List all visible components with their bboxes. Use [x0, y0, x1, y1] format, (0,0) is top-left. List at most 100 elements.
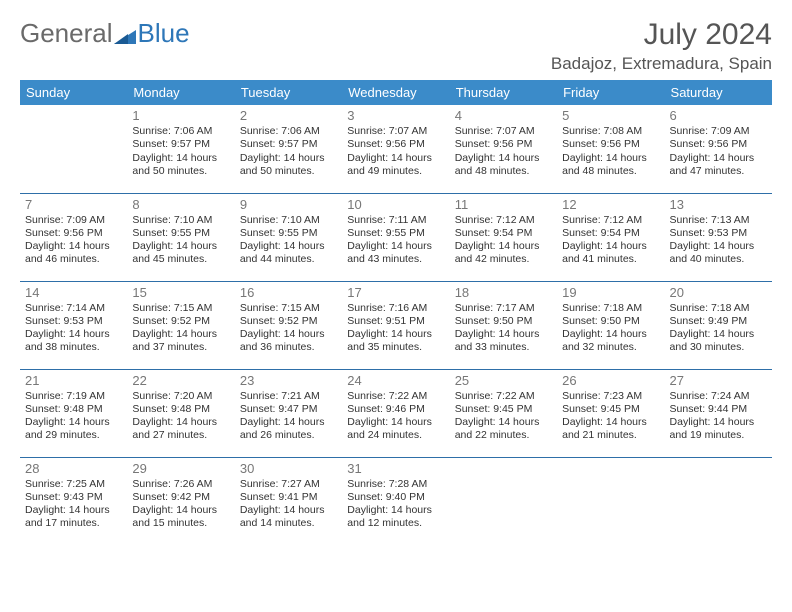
daylight-line1: Daylight: 14 hours: [25, 416, 122, 429]
day-number: 21: [25, 373, 122, 389]
daylight-line1: Daylight: 14 hours: [455, 152, 552, 165]
day-number: 12: [562, 197, 659, 213]
day-number: 26: [562, 373, 659, 389]
calendar-day-cell: 24Sunrise: 7:22 AMSunset: 9:46 PMDayligh…: [342, 369, 449, 457]
sunrise-text: Sunrise: 7:06 AM: [240, 125, 337, 138]
sunrise-text: Sunrise: 7:22 AM: [455, 390, 552, 403]
sunrise-text: Sunrise: 7:24 AM: [670, 390, 767, 403]
day-number: 30: [240, 461, 337, 477]
daylight-line2: and 40 minutes.: [670, 253, 767, 266]
calendar-week-row: 14Sunrise: 7:14 AMSunset: 9:53 PMDayligh…: [20, 281, 772, 369]
sunset-text: Sunset: 9:42 PM: [132, 491, 229, 504]
daylight-line1: Daylight: 14 hours: [240, 416, 337, 429]
daylight-line2: and 15 minutes.: [132, 517, 229, 530]
sunrise-text: Sunrise: 7:21 AM: [240, 390, 337, 403]
calendar-week-row: 1Sunrise: 7:06 AMSunset: 9:57 PMDaylight…: [20, 105, 772, 193]
daylight-line2: and 37 minutes.: [132, 341, 229, 354]
sunset-text: Sunset: 9:53 PM: [670, 227, 767, 240]
sunrise-text: Sunrise: 7:06 AM: [132, 125, 229, 138]
daylight-line2: and 42 minutes.: [455, 253, 552, 266]
sunset-text: Sunset: 9:48 PM: [132, 403, 229, 416]
daylight-line2: and 26 minutes.: [240, 429, 337, 442]
day-number: 14: [25, 285, 122, 301]
sunset-text: Sunset: 9:40 PM: [347, 491, 444, 504]
sunset-text: Sunset: 9:55 PM: [347, 227, 444, 240]
sunset-text: Sunset: 9:47 PM: [240, 403, 337, 416]
logo-triangle-icon: [114, 20, 136, 51]
daylight-line1: Daylight: 14 hours: [25, 504, 122, 517]
calendar-day-cell: 3Sunrise: 7:07 AMSunset: 9:56 PMDaylight…: [342, 105, 449, 193]
calendar-day-cell: 15Sunrise: 7:15 AMSunset: 9:52 PMDayligh…: [127, 281, 234, 369]
daylight-line2: and 22 minutes.: [455, 429, 552, 442]
sunset-text: Sunset: 9:56 PM: [347, 138, 444, 151]
daylight-line1: Daylight: 14 hours: [132, 416, 229, 429]
sunrise-text: Sunrise: 7:17 AM: [455, 302, 552, 315]
calendar-day-cell: 18Sunrise: 7:17 AMSunset: 9:50 PMDayligh…: [450, 281, 557, 369]
daylight-line1: Daylight: 14 hours: [455, 328, 552, 341]
calendar-day-cell: 4Sunrise: 7:07 AMSunset: 9:56 PMDaylight…: [450, 105, 557, 193]
day-number: 2: [240, 108, 337, 124]
calendar-day-cell: 20Sunrise: 7:18 AMSunset: 9:49 PMDayligh…: [665, 281, 772, 369]
calendar-day-cell: 26Sunrise: 7:23 AMSunset: 9:45 PMDayligh…: [557, 369, 664, 457]
daylight-line1: Daylight: 14 hours: [25, 240, 122, 253]
daylight-line2: and 33 minutes.: [455, 341, 552, 354]
sunrise-text: Sunrise: 7:27 AM: [240, 478, 337, 491]
daylight-line1: Daylight: 14 hours: [455, 416, 552, 429]
sunrise-text: Sunrise: 7:12 AM: [562, 214, 659, 227]
calendar-day-cell: 9Sunrise: 7:10 AMSunset: 9:55 PMDaylight…: [235, 193, 342, 281]
calendar-day-cell: [20, 105, 127, 193]
sunrise-text: Sunrise: 7:15 AM: [132, 302, 229, 315]
daylight-line1: Daylight: 14 hours: [132, 240, 229, 253]
sunrise-text: Sunrise: 7:15 AM: [240, 302, 337, 315]
daylight-line1: Daylight: 14 hours: [132, 504, 229, 517]
day-number: 10: [347, 197, 444, 213]
sunrise-text: Sunrise: 7:28 AM: [347, 478, 444, 491]
sunrise-text: Sunrise: 7:20 AM: [132, 390, 229, 403]
calendar-day-cell: 5Sunrise: 7:08 AMSunset: 9:56 PMDaylight…: [557, 105, 664, 193]
sunset-text: Sunset: 9:49 PM: [670, 315, 767, 328]
calendar-day-cell: 25Sunrise: 7:22 AMSunset: 9:45 PMDayligh…: [450, 369, 557, 457]
calendar-day-cell: 19Sunrise: 7:18 AMSunset: 9:50 PMDayligh…: [557, 281, 664, 369]
daylight-line2: and 27 minutes.: [132, 429, 229, 442]
daylight-line2: and 41 minutes.: [562, 253, 659, 266]
calendar-day-cell: 7Sunrise: 7:09 AMSunset: 9:56 PMDaylight…: [20, 193, 127, 281]
logo: General Blue: [20, 18, 190, 49]
calendar-day-cell: 1Sunrise: 7:06 AMSunset: 9:57 PMDaylight…: [127, 105, 234, 193]
calendar-day-cell: 10Sunrise: 7:11 AMSunset: 9:55 PMDayligh…: [342, 193, 449, 281]
calendar-day-cell: 12Sunrise: 7:12 AMSunset: 9:54 PMDayligh…: [557, 193, 664, 281]
sunrise-text: Sunrise: 7:10 AM: [132, 214, 229, 227]
daylight-line2: and 50 minutes.: [240, 165, 337, 178]
weekday-header: Tuesday: [235, 80, 342, 105]
calendar-day-cell: 6Sunrise: 7:09 AMSunset: 9:56 PMDaylight…: [665, 105, 772, 193]
sunset-text: Sunset: 9:54 PM: [455, 227, 552, 240]
daylight-line2: and 38 minutes.: [25, 341, 122, 354]
sunset-text: Sunset: 9:44 PM: [670, 403, 767, 416]
sunset-text: Sunset: 9:45 PM: [562, 403, 659, 416]
title-block: July 2024 Badajoz, Extremadura, Spain: [551, 18, 772, 74]
daylight-line1: Daylight: 14 hours: [670, 416, 767, 429]
sunrise-text: Sunrise: 7:09 AM: [25, 214, 122, 227]
calendar-week-row: 21Sunrise: 7:19 AMSunset: 9:48 PMDayligh…: [20, 369, 772, 457]
daylight-line1: Daylight: 14 hours: [132, 152, 229, 165]
sunrise-text: Sunrise: 7:08 AM: [562, 125, 659, 138]
daylight-line1: Daylight: 14 hours: [347, 240, 444, 253]
day-number: 20: [670, 285, 767, 301]
day-number: 11: [455, 197, 552, 213]
sunrise-text: Sunrise: 7:07 AM: [455, 125, 552, 138]
sunrise-text: Sunrise: 7:19 AM: [25, 390, 122, 403]
daylight-line2: and 29 minutes.: [25, 429, 122, 442]
sunset-text: Sunset: 9:56 PM: [670, 138, 767, 151]
day-number: 15: [132, 285, 229, 301]
daylight-line1: Daylight: 14 hours: [670, 152, 767, 165]
daylight-line1: Daylight: 14 hours: [240, 328, 337, 341]
sunset-text: Sunset: 9:52 PM: [240, 315, 337, 328]
daylight-line1: Daylight: 14 hours: [240, 152, 337, 165]
sunrise-text: Sunrise: 7:23 AM: [562, 390, 659, 403]
calendar-week-row: 28Sunrise: 7:25 AMSunset: 9:43 PMDayligh…: [20, 457, 772, 545]
daylight-line1: Daylight: 14 hours: [562, 416, 659, 429]
day-number: 5: [562, 108, 659, 124]
sunset-text: Sunset: 9:46 PM: [347, 403, 444, 416]
sunset-text: Sunset: 9:50 PM: [562, 315, 659, 328]
calendar-body: 1Sunrise: 7:06 AMSunset: 9:57 PMDaylight…: [20, 105, 772, 545]
daylight-line1: Daylight: 14 hours: [670, 328, 767, 341]
